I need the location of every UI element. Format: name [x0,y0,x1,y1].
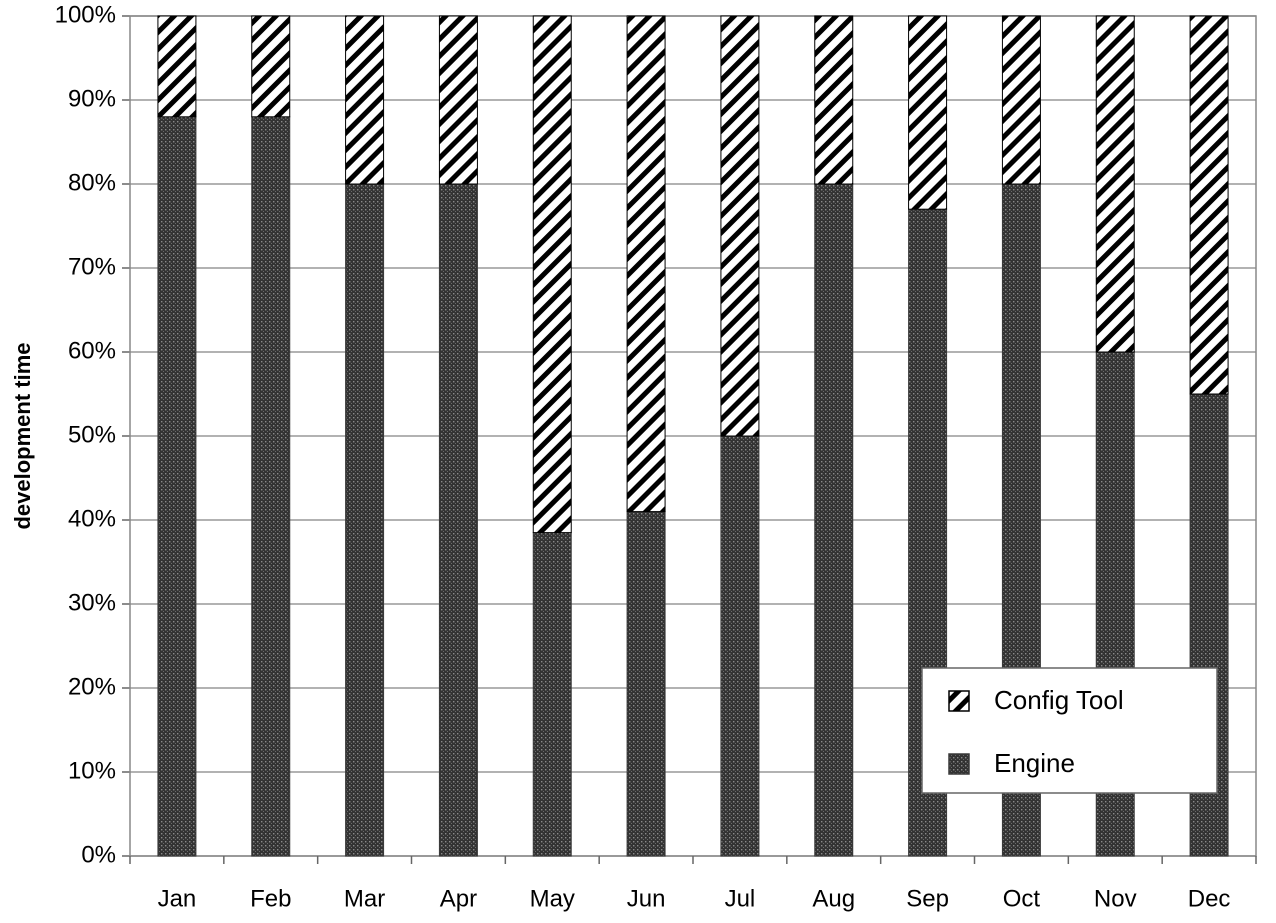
y-tick-label: 40% [68,505,116,532]
x-tick-label: Jan [158,885,197,912]
y-axis-title: development time [10,342,35,529]
y-tick-label: 80% [68,169,116,196]
bar-segment [345,183,385,857]
y-tick-label: 30% [68,589,116,616]
x-tick-label: Mar [344,885,385,912]
x-tick-label: Nov [1094,885,1137,912]
legend-label: Config Tool [994,685,1124,715]
legend-label: Engine [994,748,1075,778]
x-tick-label: Jun [627,885,666,912]
bar-segment [157,15,197,118]
bar-segment [438,183,478,857]
bar-segment [1189,15,1229,395]
x-tick-label: Feb [250,885,291,912]
x-tick-label: May [530,885,575,912]
legend-swatch [948,753,970,775]
bar-segment [908,15,948,210]
y-tick-label: 50% [68,421,116,448]
bar-segment [626,511,666,857]
bar-segment [814,15,854,185]
bar-segment [345,15,385,185]
bar-segment [438,15,478,185]
bar-segment [251,116,291,857]
y-tick-label: 0% [81,841,116,868]
bar-segment [814,183,854,857]
x-tick-label: Dec [1188,885,1231,912]
bar-segment [157,116,197,857]
bar-segment [720,435,760,857]
bar-segment [532,532,572,857]
x-tick-label: Aug [812,885,855,912]
bar-segment [1095,15,1135,353]
y-tick-label: 100% [55,1,116,28]
legend-box [921,667,1218,794]
bar-segment [626,15,666,513]
y-tick-label: 70% [68,253,116,280]
bar-segment [532,15,572,534]
bar-segment [1001,15,1041,185]
y-tick-label: 60% [68,337,116,364]
y-tick-label: 10% [68,757,116,784]
bar-segment [720,15,760,437]
legend-swatch [948,690,970,712]
x-tick-label: Apr [440,885,477,912]
x-tick-label: Oct [1003,885,1041,912]
y-tick-label: 90% [68,85,116,112]
y-tick-label: 20% [68,673,116,700]
bar-segment [251,15,291,118]
x-tick-label: Sep [906,885,949,912]
x-tick-label: Jul [725,885,756,912]
